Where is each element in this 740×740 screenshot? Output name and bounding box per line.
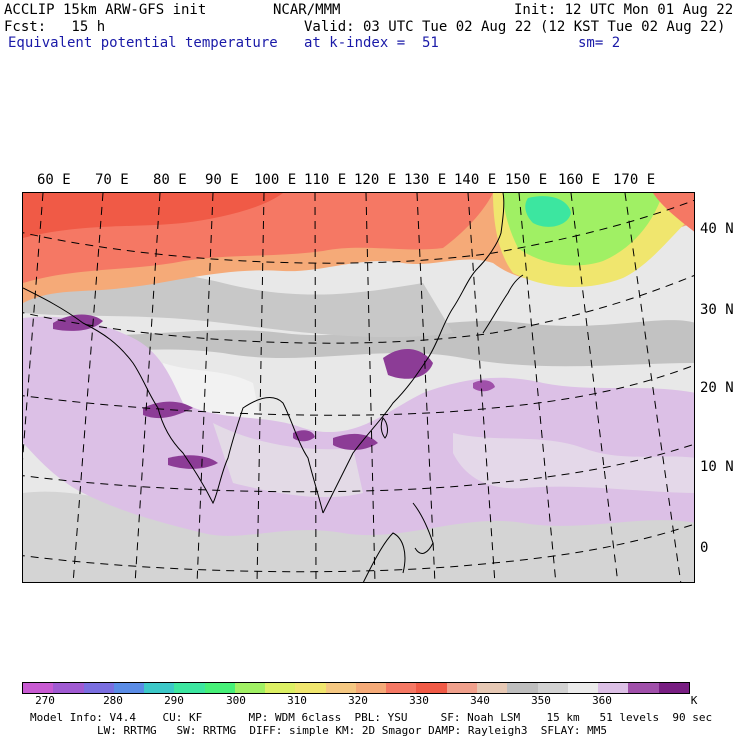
coastline-japan: [482, 274, 524, 334]
colorbar-swatch: [265, 683, 296, 693]
green-core-pacific: [525, 196, 571, 227]
meridian: [256, 193, 265, 582]
colorbar-swatch: [386, 683, 417, 693]
colorbar-label: 340: [470, 694, 490, 707]
meridian: [624, 193, 682, 582]
colorbar-swatch: [567, 683, 599, 693]
meridian: [467, 193, 496, 582]
smoothing-value: sm= 2: [578, 35, 621, 51]
init-time: Init: 12 UTC Mon 01 Aug 22: [514, 2, 734, 18]
colorbar-unit: K: [690, 694, 698, 707]
meridian: [570, 193, 619, 582]
colorbar-label: 350: [531, 694, 551, 707]
model-title: ACCLIP 15km ARW-GFS init: [4, 2, 207, 18]
colorbar-swatch: [355, 683, 387, 693]
colorbar-swatch: [113, 683, 145, 693]
colorbar-swatch: [598, 683, 629, 693]
colorbar-swatch: [53, 683, 84, 693]
lat-label: 30 N: [700, 302, 734, 318]
lon-label: 60 E: [37, 172, 71, 188]
colorbar-swatch: [234, 683, 266, 693]
colorbar-label: 270: [35, 694, 55, 707]
purple-core-east-china: [383, 348, 433, 379]
white-patch-pacific: [453, 433, 694, 493]
colorbar-label: 300: [226, 694, 246, 707]
lon-label: 150 E: [505, 172, 548, 188]
parallel-40n: [23, 199, 694, 264]
colorbar-label: 320: [348, 694, 368, 707]
lon-label: 70 E: [95, 172, 129, 188]
colorbar-swatch: [628, 683, 659, 693]
lon-label: 130 E: [404, 172, 447, 188]
coastline-south-asia: [23, 287, 324, 514]
meridian: [416, 193, 436, 582]
graticule: [23, 193, 694, 582]
colorbar-swatch: [204, 683, 235, 693]
colorbar-label: 360: [592, 694, 612, 707]
parallel-equator: [23, 523, 694, 573]
lat-label: 40 N: [700, 221, 734, 237]
source-label: NCAR/MMM: [273, 2, 341, 18]
red-region-northeast: [653, 193, 694, 232]
colorbar-swatch: [295, 683, 326, 693]
meridian: [23, 193, 44, 461]
coastlines: [23, 193, 524, 582]
colorbar-swatch: [144, 683, 175, 693]
meridian: [196, 193, 214, 582]
lon-label: 140 E: [454, 172, 497, 188]
meridian: [72, 193, 104, 582]
model-info-line1: Model Info: V4.4 CU: KF MP: WDM 6class P…: [30, 711, 713, 724]
colorbar-swatch: [507, 683, 538, 693]
coastline-borneo: [362, 532, 406, 582]
purple-core-india: [168, 455, 218, 469]
colorbar-label: 310: [287, 694, 307, 707]
colorbar-swatch: [476, 683, 508, 693]
lon-label: 100 E: [254, 172, 297, 188]
deep-red-north: [23, 193, 283, 238]
lat-label: 20 N: [700, 380, 734, 396]
lon-label: 120 E: [354, 172, 397, 188]
theta-e-field-map: [23, 193, 694, 582]
colorbar-swatch: [23, 683, 54, 693]
field-name: Equivalent potential temperature: [8, 35, 278, 51]
colorbar-swatch: [658, 683, 689, 693]
colorbar-swatch: [325, 683, 356, 693]
meridian: [365, 193, 376, 582]
gray-patch-indochina: [213, 423, 363, 498]
colorbar-swatch: [83, 683, 114, 693]
lon-label: 160 E: [558, 172, 601, 188]
parallel-20n: [23, 364, 694, 416]
coastline-taiwan: [380, 417, 388, 439]
purple-core-bay-of-bengal: [143, 401, 193, 419]
valid-time: Valid: 03 UTC Tue 02 Aug 22 (12 KST Tue …: [304, 19, 726, 35]
meridian: [314, 193, 317, 582]
lon-label: 110 E: [304, 172, 347, 188]
colorbar-swatch: [416, 683, 447, 693]
lon-label: 90 E: [205, 172, 239, 188]
map-panel: [22, 192, 695, 583]
lat-label: 10 N: [700, 459, 734, 475]
forecast-hour: Fcst: 15 h: [4, 19, 106, 35]
parallel-10n: [23, 443, 694, 493]
coastline-east-asia: [322, 267, 479, 514]
meridian: [518, 193, 557, 582]
level-index: at k-index = 51: [304, 35, 439, 51]
colorbar-label: 290: [164, 694, 184, 707]
model-info-line2: LW: RRTMG SW: RRTMG DIFF: simple KM: 2D …: [97, 724, 607, 737]
colorbar-label: 280: [103, 694, 123, 707]
purple-core-south-china-sea: [333, 433, 378, 450]
meridian: [134, 193, 161, 582]
coastline-philippines: [412, 502, 434, 554]
parallel-30n: [23, 275, 694, 344]
coastline-russia-far-east: [477, 193, 505, 269]
colorbar-swatch: [446, 683, 477, 693]
colorbar-swatch: [537, 683, 568, 693]
lat-label: 0: [700, 540, 709, 556]
lon-label: 170 E: [613, 172, 656, 188]
lon-label: 80 E: [153, 172, 187, 188]
colorbar-swatch: [174, 683, 205, 693]
colorbar-label: 330: [409, 694, 429, 707]
purple-core-pacific: [473, 380, 495, 392]
colorbar: [22, 682, 690, 694]
